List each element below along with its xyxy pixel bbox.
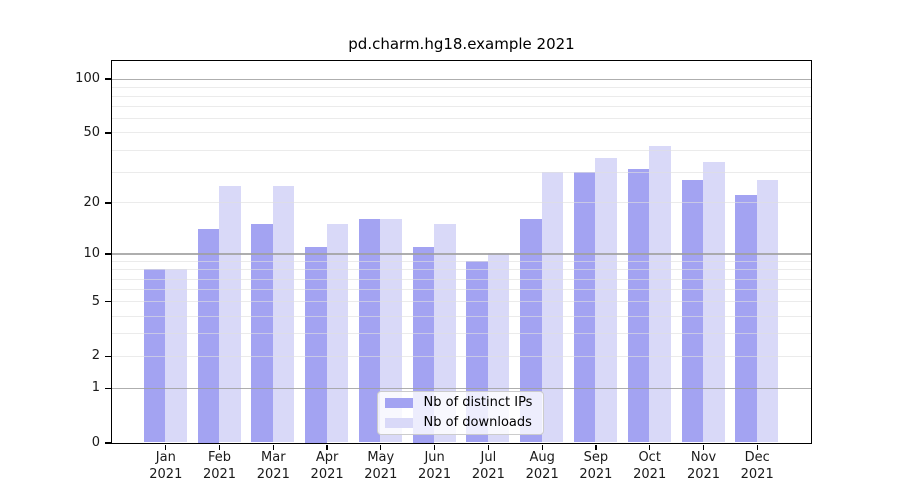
x-tick-mark-aug (541, 444, 543, 450)
plot-area: Nb of distinct IPs Nb of downloads (110, 59, 812, 444)
y-tick-label-100: 100 (75, 71, 100, 87)
bar-dec-distinct-ips (735, 195, 757, 443)
gridline-major-10 (111, 253, 811, 255)
gridline-minor-8 (111, 269, 811, 271)
x-tick-label-may: May 2021 (364, 450, 398, 482)
x-tick-mark-jul (487, 444, 490, 450)
gridline-minor-30 (111, 171, 811, 173)
bar-nov-distinct-ips (681, 179, 703, 443)
y-tick-mark-2 (104, 355, 111, 358)
legend-label-distinct-ips: Nb of distinct IPs (423, 394, 533, 410)
y-tick-mark-100 (104, 78, 111, 80)
y-tick-label-0: 0 (91, 435, 100, 450)
x-tick-label-jul: Jul 2021 (471, 450, 505, 482)
legend-swatch-distinct-ips (384, 397, 413, 408)
x-tick-label-mar: Mar 2021 (256, 450, 290, 482)
gridline-minor-9 (111, 260, 811, 262)
gridline-minor-4 (111, 315, 811, 317)
bar-may-distinct-ips (358, 219, 381, 443)
bar-jan-distinct-ips (143, 269, 166, 443)
legend: Nb of distinct IPs Nb of downloads (376, 390, 544, 435)
bar-oct-downloads (649, 145, 671, 443)
gridline-minor-80 (111, 96, 811, 97)
bar-mar-downloads (272, 185, 295, 443)
chart-title: pd.charm.hg18.example 2021 (348, 35, 575, 53)
gridline-minor-40 (111, 149, 811, 151)
x-tick-mark-nov (702, 444, 705, 450)
x-tick-mark-may (380, 444, 382, 450)
x-tick-mark-oct (649, 444, 651, 450)
x-tick-label-oct: Oct 2021 (633, 450, 667, 482)
x-tick-label-jan: Jan 2021 (149, 450, 183, 482)
x-tick-label-dec: Dec 2021 (740, 450, 774, 482)
bar-apr-distinct-ips (305, 246, 327, 443)
y-tick-mark-10 (104, 253, 111, 255)
bar-aug-downloads (541, 171, 564, 443)
gridline-minor-6 (111, 289, 811, 291)
gridline-minor-60 (111, 118, 811, 120)
bar-dec-downloads (756, 179, 779, 443)
bar-feb-downloads (219, 185, 241, 443)
bar-sep-distinct-ips (573, 171, 596, 443)
gridline-minor-50 (111, 132, 811, 134)
bar-oct-distinct-ips (627, 169, 650, 443)
x-tick-mark-mar (272, 444, 274, 450)
x-tick-label-nov: Nov 2021 (686, 450, 721, 482)
legend-label-downloads: Nb of downloads (423, 414, 532, 430)
y-tick-label-10: 10 (83, 245, 100, 261)
y-tick-mark-0 (104, 442, 111, 444)
y-tick-mark-20 (104, 202, 111, 204)
y-tick-label-1: 1 (91, 380, 100, 396)
y-tick-mark-5 (104, 301, 111, 303)
gridline-major-100 (111, 78, 811, 80)
x-tick-mark-jun (433, 444, 436, 450)
x-tick-mark-apr (326, 444, 328, 450)
bar-may-downloads (380, 219, 402, 443)
legend-item-downloads: Nb of downloads (378, 414, 543, 432)
x-tick-label-jun: Jun 2021 (418, 450, 452, 482)
gridline-minor-90 (111, 86, 811, 88)
legend-item-distinct-ips: Nb of distinct IPs (378, 394, 543, 412)
bar-sep-downloads (595, 157, 617, 443)
y-tick-label-2: 2 (91, 348, 100, 364)
x-tick-label-feb: Feb 2021 (202, 450, 237, 482)
gridline-minor-2 (111, 355, 811, 357)
gridline-minor-3 (111, 333, 811, 335)
x-tick-mark-feb (218, 444, 221, 450)
y-tick-label-5: 5 (91, 293, 100, 309)
gridline-major-1 (111, 387, 811, 389)
gridline-minor-20 (111, 202, 811, 204)
gridlines-layer (111, 61, 811, 443)
bar-nov-downloads (703, 162, 725, 443)
bar-feb-distinct-ips (197, 229, 219, 443)
y-tick-label-50: 50 (83, 124, 100, 140)
gridline-minor-5 (111, 301, 811, 303)
y-tick-mark-1 (104, 387, 111, 389)
x-tick-mark-jan (165, 444, 167, 450)
x-tick-mark-sep (595, 444, 597, 450)
y-tick-label-20: 20 (83, 194, 100, 210)
gridline-minor-70 (111, 106, 811, 108)
x-tick-label-apr: Apr 2021 (310, 450, 344, 482)
x-tick-mark-dec (756, 444, 758, 450)
x-tick-label-sep: Sep 2021 (579, 450, 613, 482)
y-tick-mark-50 (104, 132, 111, 134)
bar-jan-downloads (165, 269, 187, 443)
gridline-minor-7 (111, 278, 811, 280)
legend-swatch-downloads (384, 417, 413, 428)
x-tick-label-aug: Aug 2021 (525, 450, 559, 482)
bar-aug-distinct-ips (520, 219, 542, 443)
